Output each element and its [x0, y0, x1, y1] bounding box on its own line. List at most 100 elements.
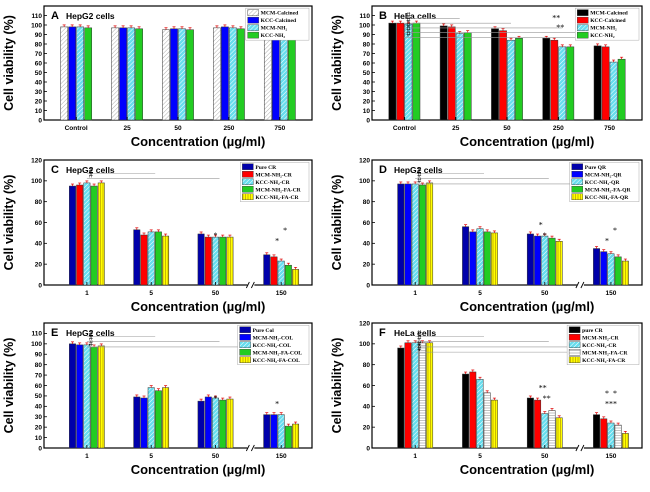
- bar-d-0-3: [418, 184, 426, 286]
- asterisk-marker: *: [275, 399, 279, 408]
- y-axis-label: Cell viability (%): [330, 338, 344, 434]
- legend-swatch: [577, 9, 589, 16]
- x-tick-label: 750: [604, 125, 615, 132]
- bar-c-1-3: [154, 231, 162, 286]
- bar-e-2-1: [204, 396, 212, 449]
- y-tick-label: 60: [35, 60, 43, 67]
- y-tick-label: 0: [38, 117, 42, 124]
- panel-title: HepG2 cells: [66, 328, 115, 338]
- x-tick-label: 5: [478, 290, 482, 297]
- x-tick-label: 50: [212, 290, 220, 297]
- legend-label: MCM-Calcined: [590, 11, 628, 17]
- axis-break-gap: [576, 445, 584, 451]
- bar-a-2-0: [162, 29, 170, 121]
- legend-label: KCC-NH₂-FA-CR: [255, 195, 299, 201]
- bar-e-1-2: [147, 387, 155, 449]
- chart-panel-e: 0 10 20 30 40 50 60 70 80 90 100 110 Cell viability …: [2, 322, 313, 477]
- axis-break-mark: [575, 444, 580, 452]
- x-tick-label: 50: [541, 453, 549, 460]
- legend-label: MCM-NH₂-QR: [585, 172, 623, 178]
- legend-swatch: [242, 171, 254, 178]
- y-tick-label: 0: [366, 445, 370, 452]
- y-tick-label: 30: [363, 89, 371, 96]
- legend-label: KCC-NH₂-FA-COL: [253, 358, 301, 364]
- x-axis-label: Concentration (µg/ml): [460, 462, 595, 477]
- hash-marker: #: [406, 25, 410, 34]
- hash-marker: #: [406, 10, 410, 19]
- legend-label: KCC-NH₂-QR: [585, 180, 621, 186]
- bar-e-3-2: [277, 414, 285, 449]
- x-tick-label: Control: [65, 125, 88, 132]
- asterisk-marker: *: [605, 236, 609, 245]
- bar-e-2-4: [226, 398, 234, 449]
- x-tick-label: 1: [413, 290, 417, 297]
- hash-marker: #: [417, 166, 421, 175]
- x-tick-label: 150: [606, 453, 617, 460]
- bar-a-0-3: [84, 27, 93, 121]
- axis-break-gap: [576, 282, 584, 288]
- bar-c-0-2: [83, 182, 91, 286]
- panel-label: A: [51, 10, 59, 22]
- hash-marker: #: [417, 339, 421, 348]
- bar-b-3-0: [542, 38, 551, 121]
- bar-a-2-1: [170, 28, 178, 121]
- bar-a-2-2: [178, 28, 186, 121]
- hash-marker: #: [417, 329, 421, 338]
- y-tick-label: 20: [363, 261, 371, 268]
- bar-c-2-3: [219, 236, 227, 286]
- legend-label: pure CR: [582, 328, 604, 334]
- bar-b-3-1: [550, 39, 559, 121]
- x-tick-label: 250: [223, 125, 234, 132]
- legend-swatch: [568, 326, 581, 333]
- asterisk-marker: *: [609, 399, 613, 408]
- bar-a-1-3: [135, 28, 143, 121]
- legend-swatch: [577, 24, 589, 31]
- bar-c-2-2: [212, 236, 219, 286]
- bar-f-3-0: [593, 414, 600, 449]
- axis-break-gap: [247, 445, 255, 451]
- y-tick-label: 50: [35, 393, 43, 400]
- bar-c-3-3: [284, 264, 292, 286]
- legend-label: KCC-Calcined: [261, 18, 297, 24]
- bar-c-3-1: [270, 256, 278, 286]
- axis-break-mark: [245, 281, 250, 289]
- hash-marker: #: [417, 171, 421, 180]
- bar-d-1-3: [483, 231, 491, 286]
- y-tick-label: 120: [359, 157, 370, 164]
- x-tick-label: 150: [276, 290, 287, 297]
- bar-e-3-4: [292, 423, 300, 449]
- legend-swatch: [239, 356, 251, 363]
- bar-c-0-0: [69, 185, 76, 286]
- bar-f-1-0: [462, 373, 470, 449]
- legend-label: KCC-NH₂-FA-CR: [582, 358, 626, 364]
- bar-a-0-1: [68, 26, 77, 121]
- bar-e-3-1: [270, 414, 278, 449]
- hash-marker: #: [89, 166, 93, 175]
- bar-d-0-4: [426, 182, 434, 286]
- bar-d-2-1: [534, 235, 542, 286]
- bar-a-4-0: [263, 27, 272, 121]
- asterisk-marker: *: [556, 23, 560, 32]
- asterisk-marker: *: [543, 231, 547, 240]
- bar-f-3-2: [607, 422, 615, 449]
- bar-b-0-0: [388, 22, 397, 121]
- legend-label: MCM-Calcined: [261, 11, 299, 17]
- bar-f-1-3: [483, 392, 491, 449]
- y-tick-label: 20: [363, 98, 371, 105]
- x-tick-label: 5: [478, 453, 482, 460]
- x-tick-label: 25: [452, 125, 460, 132]
- bar-c-2-4: [226, 236, 234, 286]
- legend-swatch: [568, 356, 581, 363]
- legend-swatch: [247, 16, 259, 24]
- bar-b-3-2: [558, 46, 567, 121]
- legend-swatch: [242, 178, 254, 185]
- legend-label: KCC-NH₂-CR: [255, 180, 290, 186]
- bar-e-1-3: [154, 390, 162, 449]
- y-tick-label: 70: [35, 372, 43, 379]
- legend-label: Pure CR: [255, 165, 277, 171]
- bar-f-1-4: [490, 399, 498, 449]
- y-tick-label: 80: [363, 199, 371, 206]
- bar-c-2-1: [204, 236, 212, 286]
- legend-label: MCM-NH₂: [261, 26, 288, 32]
- hash-marker: #: [406, 29, 410, 38]
